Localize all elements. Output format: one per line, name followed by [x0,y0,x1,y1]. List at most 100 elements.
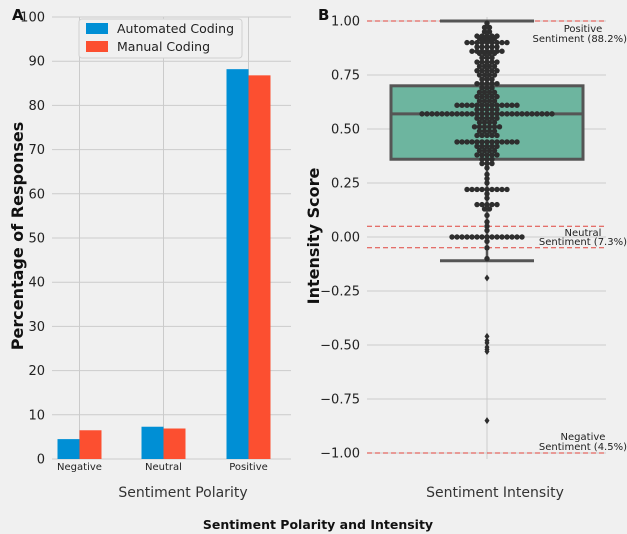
swarm-point [481,29,488,35]
swarm-point [476,63,483,70]
swarm-point [489,102,495,108]
y-tick-label: 0.50 [331,123,360,138]
swarm-point [494,201,500,208]
swarm-point [434,111,440,117]
swarm-point [504,102,510,108]
swarm-point [474,39,480,46]
figure-suptitle: Sentiment Polarity and Intensity [203,517,433,532]
swarm-point [439,111,445,117]
bar-manual-positive [248,75,271,460]
swarm-point [489,234,495,240]
swarm-point [429,111,435,117]
swarm-point [484,238,490,245]
swarm-point [459,234,465,240]
swarm-point [484,212,490,219]
y-tick-label: −0.75 [320,393,360,408]
swarm-point [474,106,480,113]
swarm-point [484,76,490,83]
swarm-point [469,102,475,108]
panel-a-x-tick-labels: Negative Neutral Positive [57,462,268,473]
annotation-line2: Sentiment (88.2%) [533,34,627,45]
swarm-point [476,128,483,134]
swarm-point [489,106,495,113]
bar-automated-negative [57,439,80,459]
swarm-point [489,132,495,139]
swarm-point [484,93,490,100]
swarm-point [459,102,465,108]
swarm-point [499,139,505,145]
swarm-point [464,186,470,193]
swarm-point [479,201,485,208]
swarm-point [491,63,498,70]
swarm-point [484,44,490,50]
panel-a-y-axis-label: Percentage of Responses [8,122,27,350]
swarm-point [484,106,490,113]
swarm-point [484,201,490,208]
outlier-point [484,347,490,355]
swarm-point [484,139,490,145]
swarm-point [479,115,485,121]
swarm-point [514,139,520,145]
swarm-point [504,186,510,193]
x-tick-label: Negative [57,462,102,473]
swarm-point [481,206,488,212]
swarm-point [474,234,480,240]
swarm-point [509,102,515,108]
swarm-point [444,111,450,117]
y-tick-label: 40 [28,276,45,291]
swarm-point [484,171,490,178]
swarm-point [479,111,485,117]
annotation-line2: Sentiment (4.5%) [539,442,627,453]
swarm-point [419,111,425,117]
swarm-point [514,234,520,240]
swarm-point [491,50,498,57]
bar-manual-neutral [163,428,186,459]
swarm-point [484,143,490,149]
swarm-point [486,128,493,134]
swarm-point [481,72,488,78]
swarm-point [494,234,500,240]
bar-automated-neutral [141,426,164,459]
swarm-point [499,102,505,108]
swarm-point [464,234,470,240]
swarm-point [484,111,490,117]
swarm-point [484,20,490,26]
swarm-point [504,234,510,240]
swarm-point [484,132,490,139]
swarm-point [484,67,490,74]
legend-label-manual: Manual Coding [117,39,210,54]
swarm-point [496,124,503,130]
swarm-point [514,102,520,108]
swarm-point [494,102,500,108]
swarm-point [479,80,485,87]
swarm-point [479,93,485,100]
outlier-point [484,417,490,425]
legend-swatch-automated [86,23,108,34]
swarm-point [479,102,485,108]
y-tick-label: 100 [20,11,45,26]
swarm-point [486,89,493,95]
swarm-point [489,201,495,208]
swarm-point [474,132,480,139]
swarm-point [464,111,470,117]
panel-b-swarm [419,20,555,425]
swarm-point [491,72,498,78]
swarm-point [469,139,475,145]
swarm-point [509,111,515,117]
swarm-point [481,128,488,134]
swarm-point [514,111,520,117]
swarm-point [486,63,493,70]
swarm-point [479,132,485,139]
swarm-point [489,55,495,61]
swarm-point [474,139,480,145]
y-tick-label: 0 [37,453,45,468]
annotation-line1: Negative [561,432,606,443]
swarm-point [494,152,500,158]
swarm-point [489,59,495,65]
swarm-point [481,119,488,126]
swarm-point [476,147,483,154]
swarm-point [489,156,495,162]
swarm-point [504,39,510,46]
swarm-point [489,44,495,50]
swarm-point [529,111,535,117]
